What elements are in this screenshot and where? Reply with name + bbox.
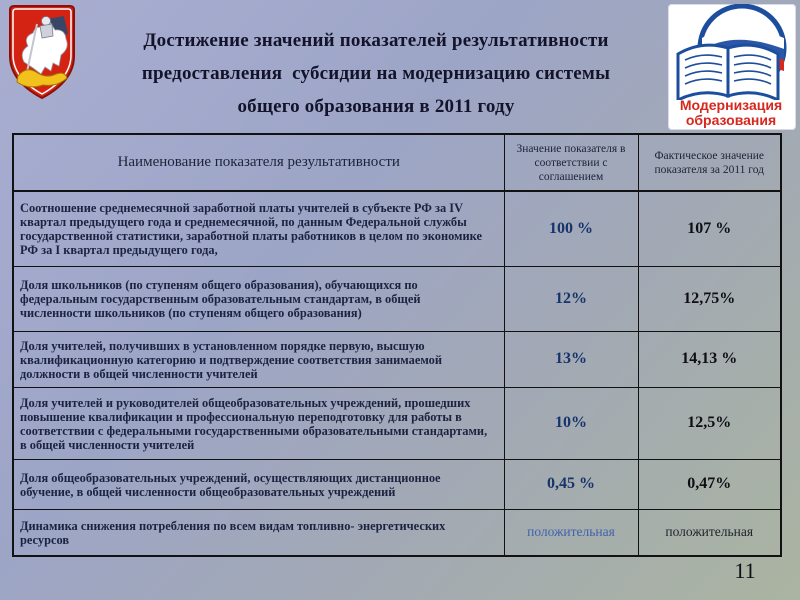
table-row: Доля общеобразовательных учреждений, осу… [12, 458, 782, 510]
agreement-value-cell: 0,45 % [503, 458, 639, 510]
table-row: Динамика снижения потребления по всем ви… [12, 508, 782, 557]
agreement-value-cell: положительная [503, 508, 639, 557]
indicator-name-cell: Доля общеобразовательных учреждений, осу… [12, 458, 505, 510]
table-row: Доля школьников (по ступеням общего обра… [12, 265, 782, 332]
agreement-value-cell: 100 % [503, 190, 639, 267]
results-table: Наименование показателя результативности… [12, 133, 782, 557]
agreement-value-cell: 10% [503, 386, 639, 460]
actual-value-cell: положительная [637, 508, 782, 557]
table-row: Соотношение среднемесячной заработной пл… [12, 190, 782, 267]
table-row: Доля учителей, получивших в установленно… [12, 330, 782, 388]
logo-text: Модернизация образования [668, 98, 794, 128]
logo-text-line-2: образования [685, 112, 777, 128]
actual-value-cell: 107 % [637, 190, 782, 267]
indicator-name-cell: Соотношение среднемесячной заработной пл… [12, 190, 505, 267]
logo-book-flag-icon [676, 4, 787, 100]
title-line-1: Достижение значений показателей результа… [143, 30, 609, 51]
page-number: 11 [734, 558, 756, 583]
header-agreement-value: Значение показателя в соответствии с сог… [503, 133, 639, 192]
actual-value-cell: 14,13 % [637, 330, 782, 388]
logo-text-line-1: Модернизация [679, 97, 783, 113]
actual-value-cell: 0,47% [637, 458, 782, 510]
header-indicator-name: Наименование показателя результативности [12, 133, 505, 192]
actual-value-cell: 12,75% [637, 265, 782, 332]
title-line-2: предоставления субсидии на модернизацию … [141, 63, 611, 84]
modernization-logo: Модернизация образования [668, 4, 796, 130]
agreement-value-cell: 13% [503, 330, 639, 388]
title-line-3: общего образования в 2011 году [237, 96, 515, 117]
table-row: Доля учителей и руководителей общеобразо… [12, 386, 782, 460]
table-header-row: Наименование показателя результативности… [12, 133, 782, 192]
actual-value-cell: 12,5% [637, 386, 782, 460]
indicator-name-cell: Доля учителей, получивших в установленно… [12, 330, 505, 388]
indicator-name-cell: Доля школьников (по ступеням общего обра… [12, 265, 505, 332]
indicator-name-cell: Доля учителей и руководителей общеобразо… [12, 386, 505, 460]
slide-title: Достижение значений показателей результа… [80, 24, 672, 123]
indicator-name-cell: Динамика снижения потребления по всем ви… [12, 508, 505, 557]
agreement-value-cell: 12% [503, 265, 639, 332]
header-actual-value: Фактическое значение показателя за 2011 … [637, 133, 782, 192]
coat-of-arms-icon [6, 4, 78, 102]
